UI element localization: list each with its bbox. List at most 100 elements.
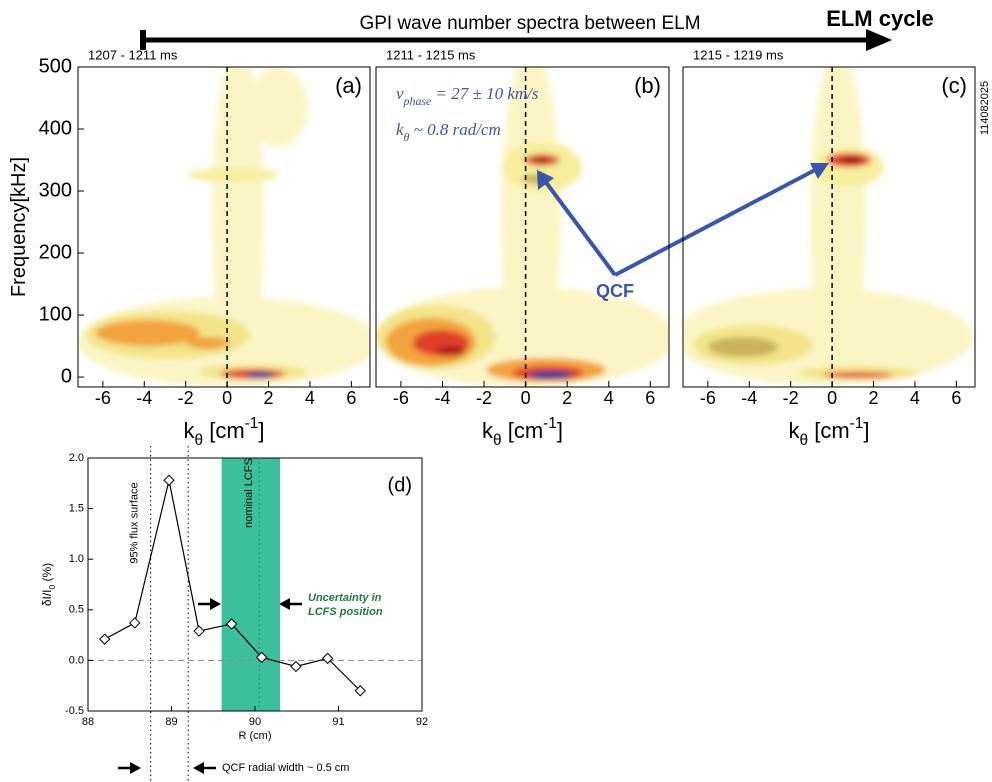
x-tick-label: 92 (416, 716, 428, 728)
y-axis-label-part: 0 (47, 584, 57, 589)
x-axis-label-part: [cm (808, 418, 850, 443)
data-point (255, 651, 268, 664)
x-axis-label-part: [cm (502, 418, 544, 443)
x-axis-label: R (cm) (239, 730, 272, 742)
x-tick-label: 6 (645, 388, 655, 408)
x-tick-label: -6 (393, 388, 409, 408)
panel-subtitle: 1215 - 1219 ms (693, 47, 784, 62)
y-tick-label: 400 (39, 117, 72, 139)
x-tick-label: 88 (82, 716, 94, 728)
x-axis-label: kθ [cm-1] (482, 415, 563, 449)
data-point (98, 633, 111, 645)
data-point (354, 685, 366, 697)
x-axis-label-part: -1 (850, 415, 864, 432)
y-tick-label: 1.0 (69, 553, 84, 565)
annotation-part: k (396, 120, 404, 139)
x-axis-label-part: ] (557, 418, 563, 443)
annotation-part: phase (403, 94, 432, 108)
uncertainty-label: Uncertainty in (308, 592, 382, 604)
data-point (193, 625, 205, 637)
y-tick-label: 2.0 (69, 452, 84, 464)
x-axis-label-part: -1 (543, 415, 557, 432)
y-axis-label-part: Frequency[kHz] (8, 157, 30, 297)
y-tick-label: 0 (61, 365, 72, 387)
x-axis-label-part: ] (258, 418, 264, 443)
y-axis-label-part: δI/I (40, 589, 54, 606)
y-tick-label: 200 (39, 241, 72, 263)
x-axis-label-part: [cm (203, 418, 245, 443)
x-tick-label: 4 (305, 388, 315, 408)
x-tick-label: -2 (178, 388, 194, 408)
plot-frame (375, 66, 670, 388)
x-tick-label: 0 (827, 388, 837, 408)
x-axis-label: kθ [cm-1] (184, 415, 265, 449)
x-axis-label-part: k (789, 418, 801, 443)
y-tick-label: 500 (39, 55, 72, 77)
panel-subtitle: 1211 - 1215 ms (386, 47, 476, 62)
uncertainty-band (221, 458, 281, 711)
y-tick-label: -0.5 (65, 705, 84, 717)
panel-label: (c) (941, 73, 967, 98)
contour-field (376, 67, 669, 387)
x-tick-label: -2 (783, 388, 799, 408)
x-tick-label: -6 (95, 388, 111, 408)
x-axis-label-part: θ (493, 432, 502, 449)
x-tick-label: -6 (700, 388, 716, 408)
y-axis-label-part: (%) (40, 563, 54, 585)
x-tick-label: 0 (521, 388, 531, 408)
width-label: QCF radial width ~ 0.5 cm (222, 762, 349, 774)
contour-field (683, 67, 973, 387)
data-point (163, 474, 175, 486)
x-axis-label-part: k (482, 418, 494, 443)
annotation-part: v (396, 84, 404, 103)
x-tick-label: -2 (476, 388, 492, 408)
y-axis-label: δI/I0 (%) (40, 563, 57, 606)
plot-frame (77, 66, 371, 388)
x-tick-label: 6 (951, 388, 961, 408)
shot-id: 114082025 (979, 81, 991, 135)
x-tick-label: 4 (604, 388, 614, 408)
x-tick-label: 2 (869, 388, 879, 408)
annotation-part: = 27 ± 10 km/s (431, 84, 539, 103)
data-point (129, 617, 141, 629)
x-tick-label: -4 (741, 388, 757, 408)
x-axis-label-part: ] (863, 418, 869, 443)
qcf-arrows (537, 163, 829, 277)
panel-subtitle: 1207 - 1211 ms (88, 47, 178, 62)
panel-label: (b) (634, 73, 661, 98)
elm-arrow (140, 29, 892, 51)
annotation-part: ~ 0.8 rad/cm (409, 120, 500, 139)
x-tick-label: 0 (222, 388, 232, 408)
x-axis-label-part: k (184, 418, 196, 443)
y-tick-label: 0.5 (69, 604, 84, 616)
x-tick-label: 89 (165, 716, 177, 728)
qcf-label: QCF (596, 281, 634, 301)
lcfs-label: nominal LCFS (243, 458, 255, 528)
x-axis-label-part: -1 (245, 415, 259, 432)
contour-field (78, 67, 370, 387)
panel-label: (a) (335, 73, 362, 98)
y-axis-label: Frequency[kHz] (8, 157, 30, 297)
data-point (290, 660, 302, 673)
x-axis-label-part: θ (800, 432, 809, 449)
indicator-arrows (118, 598, 302, 774)
x-tick-label: 2 (562, 388, 572, 408)
x-axis-label-part: R (cm) (239, 730, 272, 742)
data-point (225, 618, 238, 630)
y-tick-label: 0.0 (69, 654, 84, 666)
y-tick-label: 100 (39, 303, 72, 325)
plot-frame (682, 66, 976, 388)
arrow-label: ELM cycle (826, 6, 934, 31)
annotation: kθ ~ 0.8 rad/cm (396, 120, 501, 144)
annotation: vphase = 27 ± 10 km/s (396, 84, 539, 108)
annotation-part: θ (404, 130, 410, 144)
x-axis-label-part: θ (195, 432, 204, 449)
x-tick-label: -4 (434, 388, 450, 408)
x-tick-label: 6 (346, 388, 356, 408)
x-tick-label: 90 (249, 716, 261, 728)
y-tick-label: 1.5 (69, 503, 84, 515)
x-tick-label: -4 (136, 388, 152, 408)
flux-label: 95% flux surface (129, 482, 141, 563)
x-axis-label: kθ [cm-1] (789, 415, 870, 449)
